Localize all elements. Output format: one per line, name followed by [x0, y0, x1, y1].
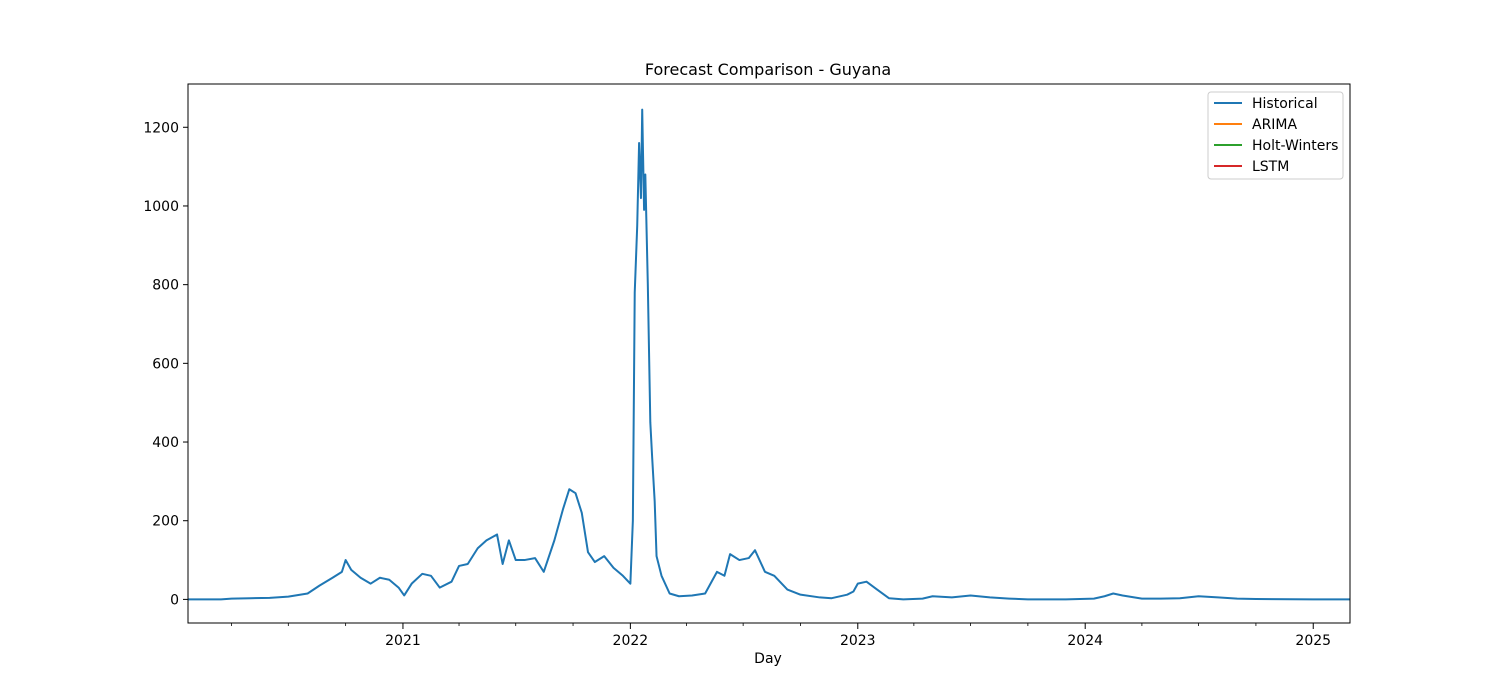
legend-label: Holt-Winters: [1252, 138, 1338, 154]
y-tick-label: 1000: [143, 199, 179, 215]
legend-box: [1207, 91, 1344, 180]
y-tick-label: 600: [152, 356, 179, 372]
legend-label: ARIMA: [1252, 117, 1298, 133]
y-tick-label: 200: [152, 514, 179, 530]
plot-area: [188, 108, 1350, 601]
x-axis-label: Day: [754, 651, 782, 667]
x-tick-label: 2023: [840, 633, 876, 649]
plot-frame: [187, 83, 1351, 624]
axes: 0 200 400 600 800 1000 1200 2021 2022 2023 2024 202…: [143, 83, 1351, 649]
chart-title: Forecast Comparison - Guyana: [645, 60, 891, 79]
x-tick-label: 2022: [613, 633, 649, 649]
y-tick-label: 800: [152, 278, 179, 294]
x-tick-label: 2024: [1067, 633, 1103, 649]
y-tick-label: 400: [152, 435, 179, 451]
legend-label: Historical: [1252, 96, 1318, 112]
x-tick-label: 2021: [385, 633, 421, 649]
legend: Historical ARIMA Holt-Winters LSTM: [1207, 91, 1344, 180]
x-tick-label: 2025: [1295, 633, 1331, 649]
y-tick-label: 0: [170, 592, 179, 608]
y-tick-label: 1200: [143, 120, 179, 136]
series-line-historical: [188, 108, 1350, 601]
legend-label: LSTM: [1252, 159, 1289, 175]
